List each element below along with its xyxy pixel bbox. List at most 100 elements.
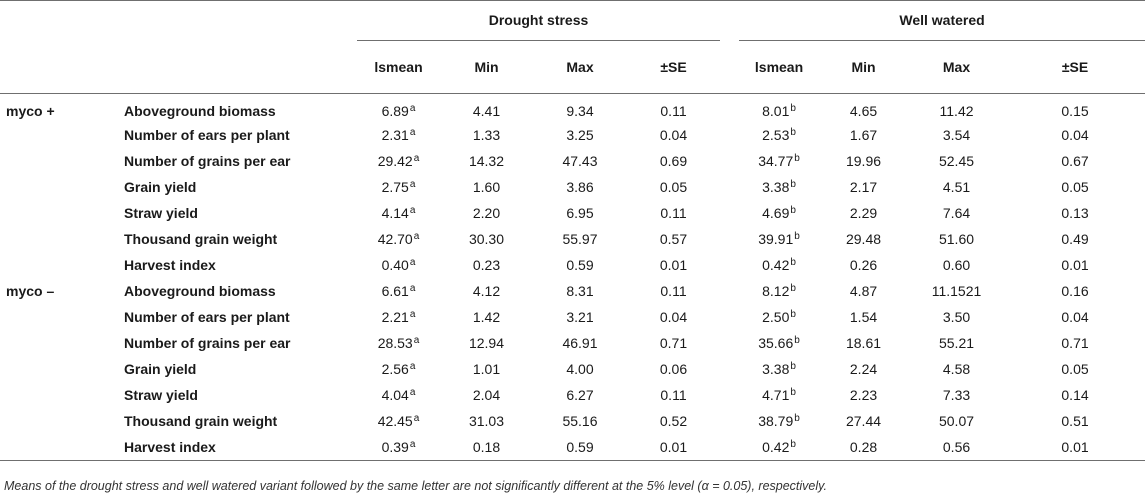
- max-cell: 50.07: [938, 413, 975, 429]
- column-header-se: ±SE: [1005, 41, 1145, 94]
- lsmean-value: 38.79: [758, 413, 794, 429]
- significance-letter: a: [409, 439, 416, 450]
- max-cell: 51.60: [938, 231, 975, 247]
- min-cell: 1.33: [472, 127, 501, 143]
- min-cell: 1.01: [472, 361, 501, 377]
- lsmean-value: 6.61: [381, 283, 409, 299]
- min-cell: 19.96: [845, 153, 882, 169]
- min-cell: 4.87: [849, 283, 878, 299]
- lsmean-cell: 3.38b: [739, 174, 819, 200]
- max-cell: 9.34: [566, 103, 594, 119]
- lsmean-value: 29.42: [377, 153, 413, 169]
- se-cell: 0.11: [660, 103, 687, 119]
- lsmean-cell: 2.50b: [739, 304, 819, 330]
- max-cell: 11.42: [939, 103, 974, 119]
- se-cell: 0.51: [1061, 413, 1089, 429]
- table-body: myco + Aboveground biomass 6.89a 4.41 9.34 0.…: [0, 94, 1145, 461]
- significance-letter: a: [409, 127, 416, 138]
- max-cell: 55.97: [562, 231, 598, 247]
- table-row: Straw yield 4.04a 2.04 6.27 0.11 4.71b 2.23 7.3…: [0, 382, 1145, 408]
- significance-letter: b: [790, 361, 796, 372]
- lsmean-value: 42.45: [377, 413, 413, 429]
- significance-letter: b: [790, 309, 796, 320]
- se-cell: 0.11: [660, 283, 687, 299]
- table-row: Grain yield 2.75a 1.60 3.86 0.05 3.38b 2.17 4.5…: [0, 174, 1145, 200]
- lsmean-value: 0.42: [762, 439, 790, 455]
- trait-label: Number of grains per ear: [124, 153, 291, 169]
- table-row: Thousand grain weight 42.70a 30.30 55.97 0.5…: [0, 226, 1145, 252]
- max-cell: 8.31: [566, 283, 594, 299]
- se-cell: 0.04: [659, 127, 688, 143]
- lsmean-cell: 0.42b: [739, 434, 820, 461]
- trait-label: Grain yield: [124, 361, 197, 377]
- lsmean-value: 2.75: [381, 179, 409, 195]
- max-cell: 11.1521: [931, 283, 982, 299]
- lsmean-cell: 2.75a: [357, 174, 440, 200]
- lsmean-value: 4.04: [381, 387, 409, 403]
- max-cell: 4.58: [942, 361, 971, 377]
- min-cell: 31.03: [468, 413, 505, 429]
- max-cell: 46.91: [562, 335, 598, 351]
- min-cell: 2.17: [849, 179, 878, 195]
- significance-letter: b: [790, 257, 796, 268]
- significance-letter: a: [413, 153, 420, 164]
- lsmean-value: 2.21: [381, 309, 409, 325]
- se-cell: 0.04: [1061, 309, 1089, 325]
- lsmean-value: 0.42: [762, 257, 790, 273]
- lsmean-value: 2.56: [381, 361, 409, 377]
- se-cell: 0.05: [1061, 361, 1089, 377]
- min-cell: 4.12: [472, 283, 501, 299]
- table-row: Thousand grain weight 42.45a 31.03 55.16 0.5…: [0, 408, 1145, 434]
- lsmean-value: 28.53: [377, 335, 413, 351]
- significance-letter: a: [409, 309, 416, 320]
- trait-label: Thousand grain weight: [124, 231, 278, 247]
- max-cell: 6.95: [566, 205, 594, 221]
- se-cell: 0.52: [659, 413, 688, 429]
- max-cell: 3.21: [566, 309, 594, 325]
- min-cell: 0.26: [849, 257, 878, 273]
- lsmean-cell: 4.14a: [357, 200, 440, 226]
- se-cell: 0.49: [1061, 231, 1089, 247]
- significance-letter: a: [409, 361, 416, 372]
- significance-letter: b: [790, 283, 796, 294]
- lsmean-cell: 8.01b: [739, 94, 819, 123]
- max-cell: 4.51: [942, 179, 971, 195]
- lsmean-value: 2.31: [381, 127, 409, 143]
- min-cell: 4.41: [472, 103, 501, 119]
- significance-letter: a: [409, 179, 416, 190]
- min-cell: 29.48: [845, 231, 882, 247]
- max-cell: 55.16: [562, 413, 598, 429]
- se-cell: 0.16: [1061, 283, 1089, 299]
- trait-label: Number of ears per plant: [124, 309, 290, 325]
- max-cell: 4.00: [566, 361, 594, 377]
- lsmean-cell: 4.04a: [357, 382, 440, 408]
- table-row: myco – Aboveground biomass 6.61a 4.12 8.31 0.…: [0, 278, 1145, 304]
- significance-letter: a: [413, 231, 420, 242]
- significance-letter: a: [409, 205, 416, 216]
- lsmean-cell: 29.42a: [357, 148, 440, 174]
- significance-letter: b: [790, 127, 796, 138]
- table-row: Number of ears per plant 2.31a 1.33 3.25 0.0…: [0, 122, 1145, 148]
- lsmean-cell: 4.69b: [739, 200, 819, 226]
- significance-letter: b: [794, 335, 800, 346]
- trait-label: Straw yield: [124, 387, 198, 403]
- se-cell: 0.71: [659, 335, 688, 351]
- max-cell: 47.43: [562, 153, 598, 169]
- results-table: Drought stress Well watered lsmean Min M…: [0, 0, 1145, 461]
- column-header-min: Min: [440, 41, 533, 94]
- trait-label: Number of ears per plant: [124, 127, 290, 143]
- table-header: Drought stress Well watered lsmean Min M…: [0, 0, 1145, 94]
- table-footnote: Means of the drought stress and well wat…: [4, 479, 827, 493]
- table-row: Harvest index 0.40a 0.23 0.59 0.01 0.42b 0.26 0…: [0, 252, 1145, 278]
- lsmean-cell: 0.39a: [357, 434, 440, 461]
- min-cell: 1.54: [849, 309, 878, 325]
- se-cell: 0.11: [660, 387, 687, 403]
- se-cell: 0.01: [1061, 257, 1089, 273]
- significance-letter: a: [409, 257, 416, 268]
- max-cell: 3.86: [566, 179, 594, 195]
- min-cell: 2.24: [849, 361, 878, 377]
- trait-label: Straw yield: [124, 205, 198, 221]
- group-label: myco –: [6, 283, 55, 299]
- se-cell: 0.05: [659, 179, 688, 195]
- lsmean-value: 42.70: [377, 231, 413, 247]
